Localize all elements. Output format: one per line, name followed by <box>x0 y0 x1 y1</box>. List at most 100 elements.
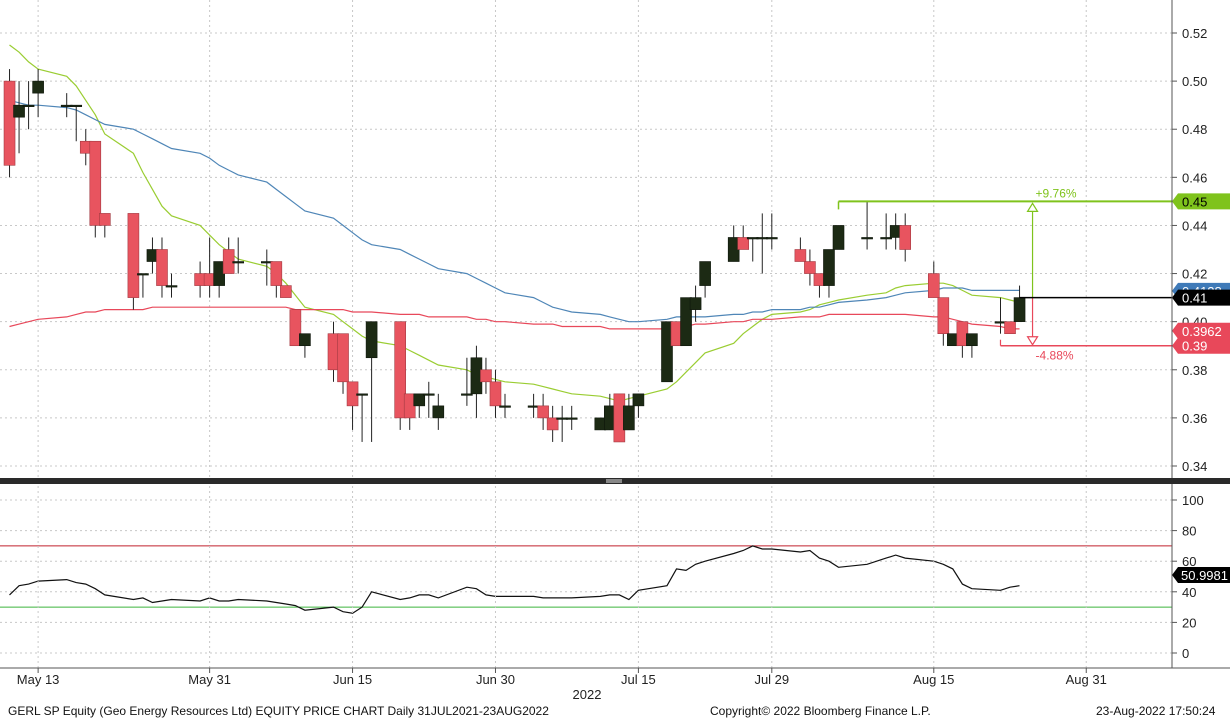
rsi-tick-label: 80 <box>1182 524 1196 539</box>
x-tick-label: Jun 30 <box>476 672 515 687</box>
x-tick-label: Aug 31 <box>1066 672 1107 687</box>
y-tick-label: 0.34 <box>1182 459 1207 474</box>
candle-body <box>280 285 292 298</box>
candle-body <box>480 369 492 383</box>
rsi-value-tag <box>1172 566 1230 583</box>
candle-body <box>99 213 111 226</box>
date-axis: May 13 May 31 Jun 15 Jun 30 Jul 15 Jul 29 Aug … <box>17 486 1107 702</box>
price-tag-label: 0.39 <box>1182 339 1207 354</box>
candle-body <box>499 405 511 408</box>
candle-body <box>356 393 368 396</box>
up-percent-label: +9.76% <box>1036 186 1077 200</box>
y-tick-label: 0.50 <box>1182 74 1207 89</box>
candle-body <box>899 225 912 250</box>
rsi-grid <box>0 499 1172 654</box>
candle-body <box>156 249 168 286</box>
x-tick-label: Jul 15 <box>621 672 656 687</box>
up-arrow-head <box>1026 202 1039 212</box>
footer-copyright: Copyright© 2022 Bloomberg Finance L.P. <box>710 704 931 718</box>
panel-splitter-handle <box>606 479 622 483</box>
candle-body <box>823 249 835 286</box>
candle-body <box>13 104 25 118</box>
price-annotations: +9.76% -4.88% <box>837 186 1172 363</box>
y-tick-label: 0.44 <box>1182 218 1207 233</box>
x-tick-label: Aug 15 <box>913 672 954 687</box>
candle-body <box>365 321 378 359</box>
candle-body <box>737 237 750 250</box>
y-tick-label: 0.52 <box>1182 26 1207 41</box>
rsi-tick-label: 100 <box>1182 493 1204 508</box>
candle-body <box>832 225 845 250</box>
rsi-tick-label: 40 <box>1182 585 1196 600</box>
candle-body <box>289 309 302 347</box>
y-tick-label: 0.48 <box>1182 122 1207 137</box>
price-tag-label: 0.41 <box>1182 291 1207 306</box>
rsi-axis: 100 80 60 40 20 0 50.9981 <box>1172 493 1230 661</box>
candle-body <box>89 140 102 226</box>
candle-body <box>232 261 245 264</box>
y-tick-label: 0.38 <box>1182 363 1207 378</box>
candle-body <box>299 333 311 347</box>
moving-average-line <box>9 306 1020 330</box>
price-tag-label: 0.45 <box>1182 194 1207 209</box>
rsi-lines <box>9 545 1020 614</box>
candle-body <box>804 261 816 274</box>
footer-timestamp: 23-Aug-2022 17:50:24 <box>1096 704 1216 718</box>
candle-body <box>1004 321 1016 334</box>
candle-body <box>937 297 950 334</box>
candle-body <box>394 321 406 419</box>
price-tag <box>1172 337 1230 354</box>
rsi-tick-label: 0 <box>1182 646 1189 661</box>
candle-body <box>794 249 807 262</box>
candle-body <box>680 297 692 347</box>
x-tick-label: Jul 29 <box>754 672 789 687</box>
candle-body <box>766 237 778 240</box>
candle-body <box>861 237 873 240</box>
moving-average-line <box>9 44 1020 402</box>
candle-body <box>1013 297 1026 322</box>
candle-body <box>270 261 283 286</box>
candle-body <box>632 393 645 407</box>
price-tag <box>1172 322 1230 339</box>
candle-body <box>22 104 35 107</box>
candle-body <box>165 285 178 288</box>
rsi-value-label: 50.9981 <box>1181 568 1228 583</box>
candle-body <box>546 417 559 431</box>
candle-body <box>432 405 445 419</box>
moving-average-line <box>9 99 1020 323</box>
x-tick-label: Jun 15 <box>333 672 372 687</box>
candle-body <box>337 333 349 383</box>
candle-body <box>461 393 473 396</box>
rsi-tick-label: 20 <box>1182 615 1196 630</box>
y-tick-label: 0.46 <box>1182 170 1207 185</box>
candle-body <box>127 213 140 298</box>
candle-body <box>3 80 16 166</box>
candle-body <box>927 273 940 298</box>
candle-body <box>966 333 978 347</box>
y-tick-label: 0.36 <box>1182 411 1207 426</box>
candle-body <box>489 381 502 407</box>
candle-body <box>699 261 711 286</box>
candle-body <box>70 104 83 107</box>
x-tick-label: May 13 <box>17 672 60 687</box>
candle-body <box>137 273 149 276</box>
price-tag <box>1172 193 1230 210</box>
rsi-line <box>9 545 1020 614</box>
candle-body <box>689 297 702 310</box>
x-tick-label: May 31 <box>188 672 231 687</box>
price-axis: 0.520.500.480.460.440.420.400.380.360.34… <box>1172 26 1230 474</box>
candle-body <box>880 237 892 240</box>
price-grid <box>0 0 1172 478</box>
candles <box>3 69 1026 443</box>
rsi-tick-label: 60 <box>1182 554 1196 569</box>
down-percent-label: -4.88% <box>1036 349 1074 363</box>
down-arrow-head <box>1026 336 1039 346</box>
footer-description: GERL SP Equity (Geo Energy Resources Ltd… <box>8 704 549 718</box>
year-label: 2022 <box>573 687 602 702</box>
price-tag <box>1172 289 1230 306</box>
candle-body <box>32 80 44 94</box>
price-tag-label: 0.3962 <box>1182 324 1222 339</box>
moving-averages <box>9 44 1020 402</box>
candle-body <box>623 405 635 431</box>
